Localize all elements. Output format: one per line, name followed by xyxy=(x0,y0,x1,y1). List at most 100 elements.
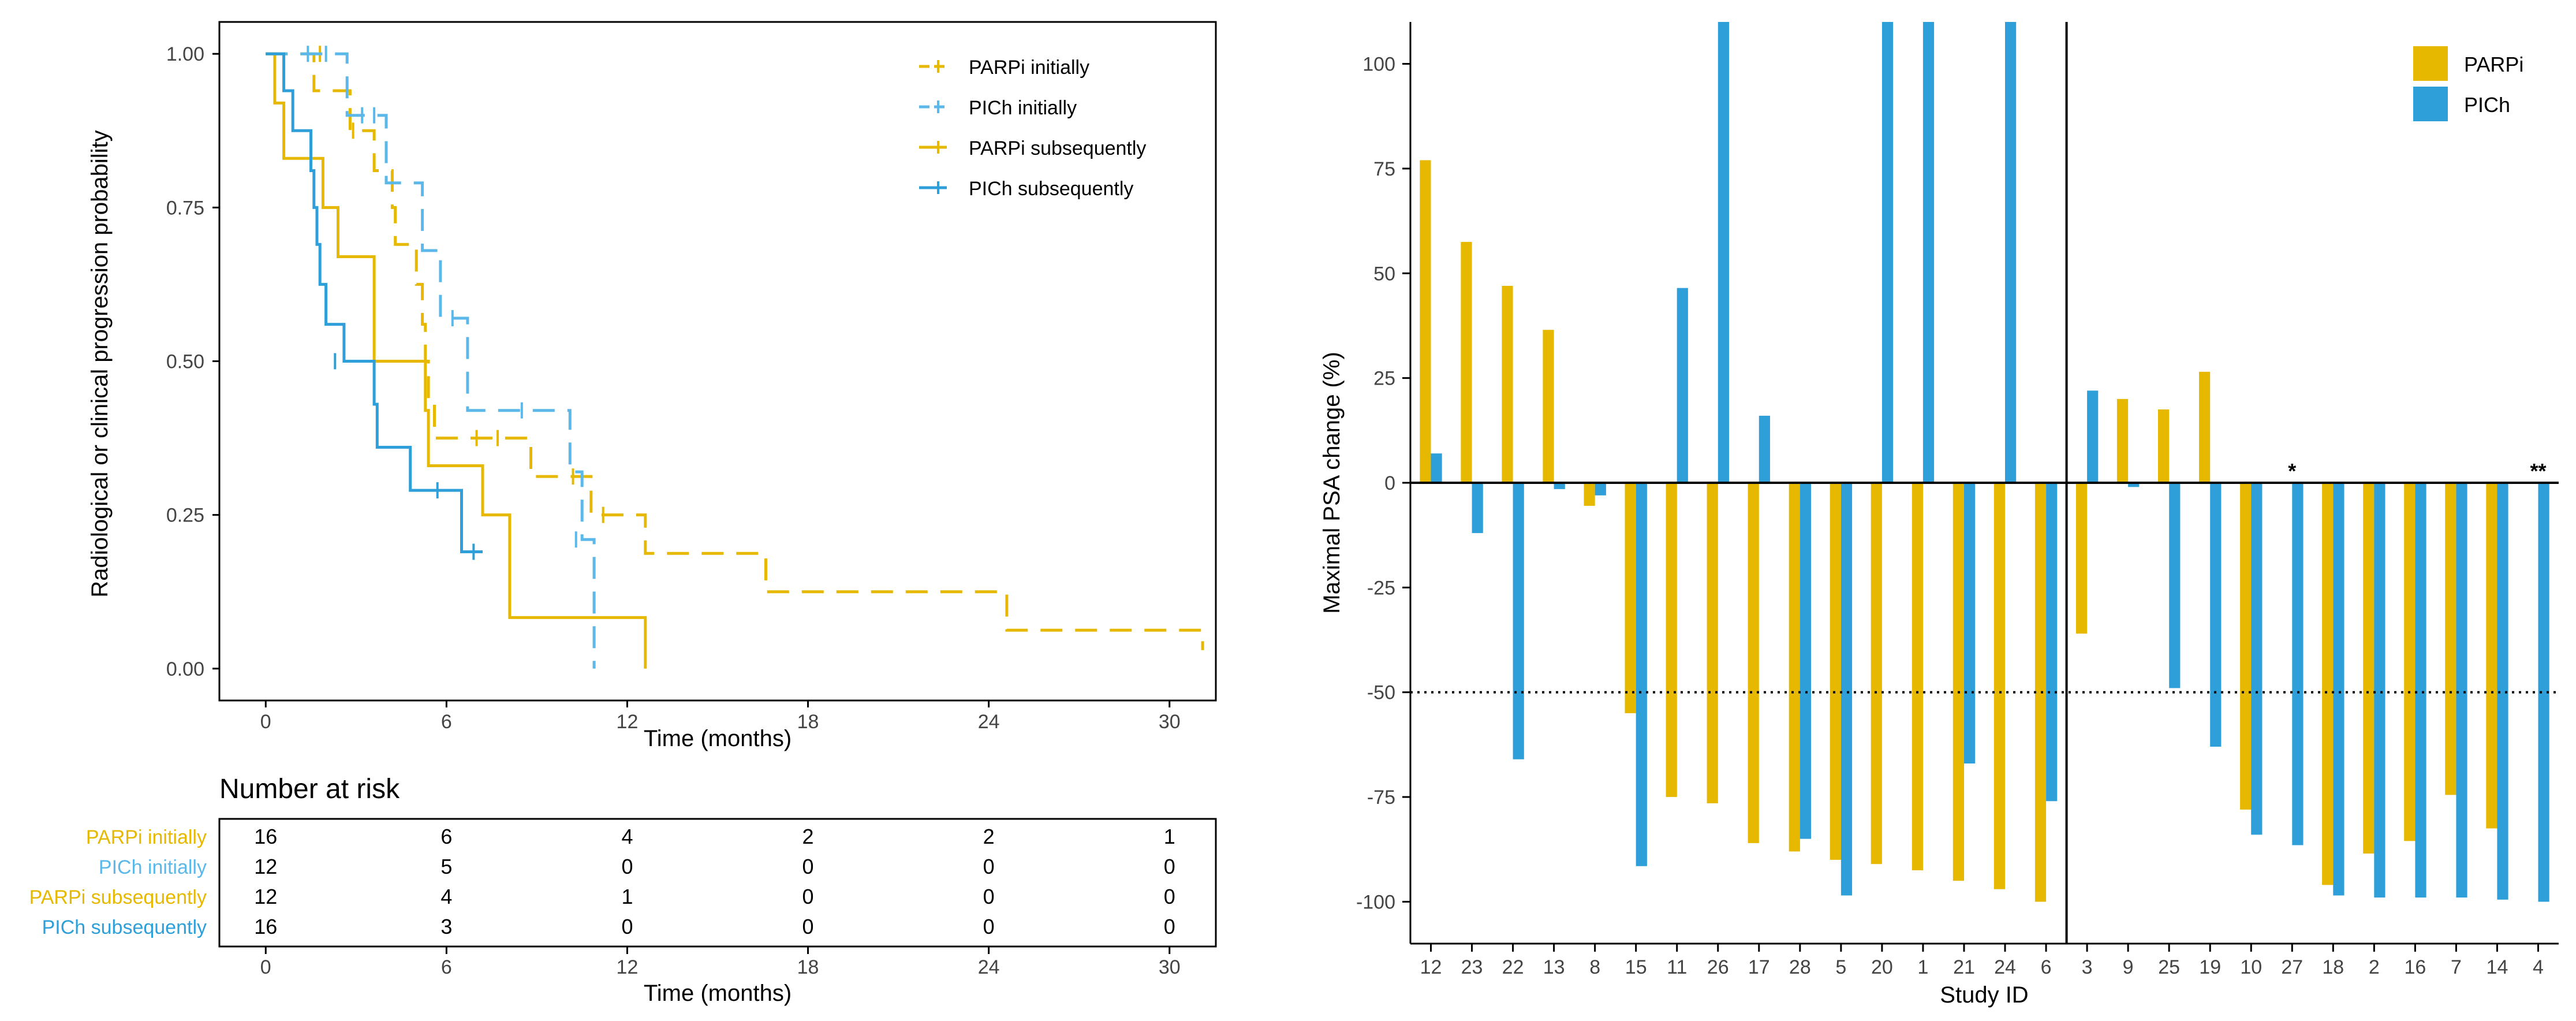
waterfall-legend-label: PARPi xyxy=(2464,53,2523,76)
waterfall-bar-parpi xyxy=(1748,483,1759,843)
km-line-pich-subsequently xyxy=(266,52,483,553)
risk-cell: 12 xyxy=(254,885,277,908)
waterfall-bar-parpi xyxy=(1871,483,1882,865)
km-x-tick-label: 24 xyxy=(978,711,1000,733)
waterfall-bar-pich xyxy=(2251,483,2263,835)
waterfall-x-tick-label: 12 xyxy=(1420,956,1442,978)
waterfall-bar-parpi xyxy=(1584,483,1595,506)
waterfall-bar-pich xyxy=(2169,483,2181,688)
waterfall-bar-pich xyxy=(1840,483,1853,896)
waterfall-bar-parpi xyxy=(1461,241,1472,483)
waterfall-bar-parpi xyxy=(1420,160,1431,483)
risk-cell: 0 xyxy=(802,885,814,908)
waterfall-bar-parpi xyxy=(2486,483,2497,829)
risk-cell: 0 xyxy=(1164,855,1175,878)
km-y-tick-label: 0.00 xyxy=(166,658,204,680)
waterfall-bar-pich xyxy=(1554,483,1565,489)
risk-cell: 1 xyxy=(1164,825,1175,848)
waterfall-bar-parpi xyxy=(1789,483,1800,852)
risk-cell: 0 xyxy=(802,915,814,938)
waterfall-bar-pich xyxy=(1718,22,1729,483)
waterfall-x-axis-label: Study ID xyxy=(1940,982,2028,1008)
km-x-tick-label: 18 xyxy=(797,711,819,733)
waterfall-x-tick-label: 19 xyxy=(2199,956,2221,978)
risk-cell: 16 xyxy=(254,825,277,848)
waterfall-bar-pich xyxy=(2292,483,2304,845)
waterfall-annotation: ** xyxy=(2530,459,2546,483)
risk-cell: 12 xyxy=(254,855,277,878)
risk-cell: 3 xyxy=(440,915,452,938)
waterfall-bar-parpi xyxy=(2322,483,2334,885)
waterfall-bar-parpi xyxy=(2075,483,2088,634)
waterfall-y-tick-label: 75 xyxy=(1373,158,1395,180)
waterfall-y-tick-label: -100 xyxy=(1356,891,1395,913)
risk-cell: 0 xyxy=(1164,915,1175,938)
risk-table: Number at risk PARPi initially 16 6 4 2 2 1PIC… xyxy=(29,774,1217,1006)
waterfall-bar-parpi xyxy=(1502,286,1513,483)
waterfall-y-tick-label: 100 xyxy=(1362,54,1395,76)
risk-table-title: Number at risk xyxy=(219,774,400,804)
waterfall-bar-pich xyxy=(2087,390,2099,483)
risk-cell: 0 xyxy=(802,855,814,878)
waterfall-bar-pich xyxy=(1922,22,1935,483)
waterfall-x-tick-label: 4 xyxy=(2533,956,2544,978)
risk-cell: 4 xyxy=(621,825,633,848)
risk-cell: 5 xyxy=(440,855,452,878)
waterfall-x-tick-label: 26 xyxy=(1707,956,1729,978)
waterfall-bar-pich xyxy=(2333,483,2344,896)
km-y-tick-label: 0.25 xyxy=(166,505,204,527)
waterfall-x-tick-label: 5 xyxy=(1835,956,1846,978)
risk-cell: 1 xyxy=(621,885,633,908)
waterfall-bar-pich xyxy=(1472,483,1483,534)
waterfall-legend-swatch xyxy=(2413,46,2448,81)
risk-row-label: PARPi subsequently xyxy=(29,886,207,908)
km-y-tick-label: 0.50 xyxy=(166,351,204,373)
km-y-tick-label: 0.75 xyxy=(166,197,204,219)
waterfall-bar-pich xyxy=(1595,483,1606,495)
waterfall-x-tick-label: 14 xyxy=(2487,956,2508,978)
waterfall-legend: PARPi PICh xyxy=(2413,46,2523,121)
waterfall-bar-parpi xyxy=(2199,371,2211,483)
waterfall-y-tick-label: 50 xyxy=(1373,263,1395,285)
waterfall-bar-pich xyxy=(2046,483,2058,802)
waterfall-bar-parpi xyxy=(1912,483,1923,870)
waterfall-legend-label: PICh xyxy=(2464,93,2510,117)
waterfall-bar-parpi xyxy=(1625,483,1636,713)
risk-table-cells: PARPi initially 16 6 4 2 2 1 PICh initially 12 5 0… xyxy=(29,825,1175,938)
waterfall-x-tick-label: 18 xyxy=(2322,956,2344,978)
waterfall-y-axis-label: Maximal PSA change (%) xyxy=(1319,352,1345,614)
risk-cell: 6 xyxy=(440,825,452,848)
km-legend-label: PICh subsequently xyxy=(969,178,1133,200)
waterfall-x-tick-label: 24 xyxy=(1994,956,2016,978)
waterfall-x-tick-label: 13 xyxy=(1543,956,1565,978)
risk-cell: 0 xyxy=(1164,885,1175,908)
waterfall-bar-pich xyxy=(2415,483,2426,898)
km-line-parpi-subsequently xyxy=(266,52,647,669)
risk-cell: 2 xyxy=(983,825,995,848)
waterfall-bar-pich xyxy=(1759,415,1770,483)
km-legend: PARPi initially PICh initially PARPi subse… xyxy=(919,57,1146,200)
risk-row-label: PICh initially xyxy=(99,856,207,878)
risk-cell: 0 xyxy=(621,855,633,878)
waterfall-x-tick-label: 20 xyxy=(1871,956,1893,978)
km-line-parpi-initially xyxy=(266,52,1204,650)
waterfall-y-tick-label: 0 xyxy=(1384,472,1395,494)
waterfall-x-tick-label: 28 xyxy=(1789,956,1811,978)
waterfall-bar-pich xyxy=(1800,483,1811,839)
risk-row-label: PICh subsequently xyxy=(42,916,207,938)
km-series-layer xyxy=(266,46,1204,669)
risk-x-tick-label: 0 xyxy=(260,956,271,978)
waterfall-bar-pich xyxy=(2538,483,2549,902)
waterfall-x-tick-label: 11 xyxy=(1667,956,1687,978)
risk-table-axis: 0 6 12 18 24 30 xyxy=(260,947,1181,978)
waterfall-bar-pich xyxy=(1636,483,1647,866)
risk-x-tick-label: 18 xyxy=(797,956,819,978)
risk-x-tick-label: 24 xyxy=(978,956,1000,978)
waterfall-bar-parpi xyxy=(1830,483,1841,860)
waterfall-x-tick-label: 27 xyxy=(2281,956,2303,978)
risk-cell: 0 xyxy=(983,855,995,878)
waterfall-x-tick-label: 21 xyxy=(1953,956,1975,978)
